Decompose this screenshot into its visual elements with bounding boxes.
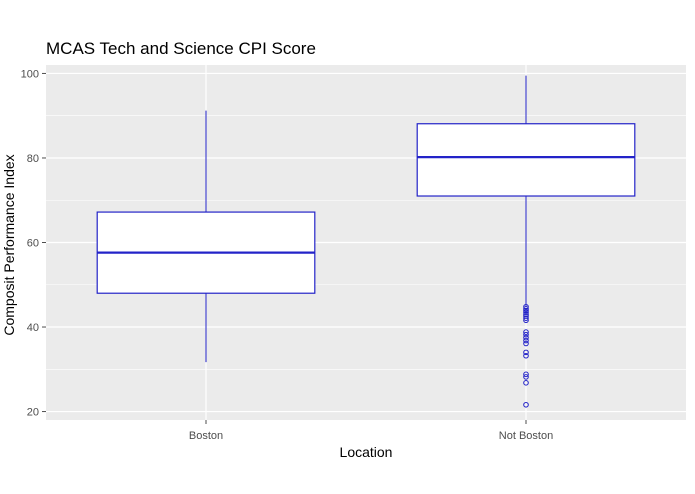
x-tick-label: Boston — [189, 430, 223, 442]
outlier-point — [523, 303, 529, 310]
chart-title: MCAS Tech and Science CPI Score — [46, 39, 316, 58]
y-tick-label: 40 — [27, 322, 39, 334]
outlier-point — [523, 315, 529, 321]
outlier-point — [523, 334, 529, 341]
outlier-point — [523, 380, 529, 386]
plot-area: 20 40 60 80 100 Boston Not Boston — [21, 65, 686, 442]
y-axis-title: Composit Performance Index — [1, 154, 17, 335]
outlier-point — [523, 329, 529, 335]
outlier-point — [523, 337, 529, 344]
outlier-point — [523, 331, 529, 338]
outlier-point — [523, 371, 529, 378]
outlier-point — [523, 352, 529, 359]
outlier-point — [523, 311, 529, 318]
y-tick-label: 80 — [27, 153, 39, 165]
y-tick-label: 20 — [27, 407, 39, 419]
outlier-point — [523, 401, 529, 408]
outlier-point — [523, 349, 529, 356]
outlier-point — [523, 307, 529, 314]
y-tick-label: 100 — [21, 68, 39, 80]
outlier-point — [523, 340, 529, 347]
x-tick-label: Not Boston — [499, 430, 553, 442]
y-tick-label: 60 — [27, 238, 39, 250]
outlier-point — [523, 309, 529, 316]
outlier-point — [523, 374, 529, 380]
outlier-point — [523, 306, 529, 312]
x-axis-title: Location — [340, 444, 393, 460]
box-iqr — [416, 123, 636, 197]
outlier-point — [523, 317, 529, 324]
